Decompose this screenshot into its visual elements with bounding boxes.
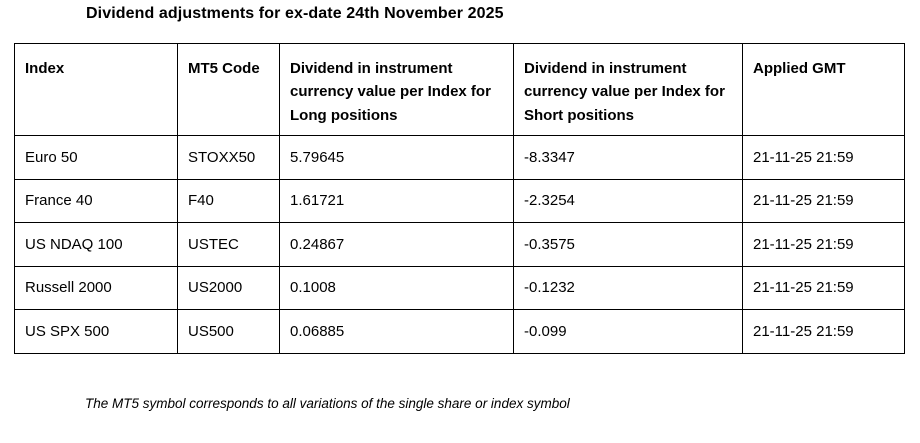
cell-dividend-long: 0.24867: [279, 222, 514, 267]
dividend-adjustments-table: Index MT5 Code Dividend in instrument cu…: [14, 43, 905, 354]
cell-applied-gmt: 21-11-25 21:59: [742, 265, 905, 310]
cell-index: US NDAQ 100: [14, 222, 178, 267]
cell-dividend-long: 1.61721: [279, 178, 514, 223]
cell-dividend-short: -0.3575: [513, 222, 743, 267]
header-cell-dividend-short: Dividend in instrument currency value pe…: [513, 43, 743, 136]
cell-dividend-short: -0.099: [513, 309, 743, 354]
header-cell-index: Index: [14, 43, 178, 136]
cell-dividend-long: 0.06885: [279, 309, 514, 354]
cell-index: France 40: [14, 178, 178, 223]
cell-applied-gmt: 21-11-25 21:59: [742, 135, 905, 180]
cell-mt5-code: F40: [177, 178, 280, 223]
cell-dividend-short: -8.3347: [513, 135, 743, 180]
cell-mt5-code: US500: [177, 309, 280, 354]
table-row: US NDAQ 100 USTEC 0.24867 -0.3575 21-11-…: [14, 222, 905, 267]
cell-applied-gmt: 21-11-25 21:59: [742, 309, 905, 354]
cell-index: Euro 50: [14, 135, 178, 180]
table-row: US SPX 500 US500 0.06885 -0.099 21-11-25…: [14, 309, 905, 354]
cell-dividend-long: 0.1008: [279, 265, 514, 310]
header-cell-applied-gmt: Applied GMT: [742, 43, 905, 136]
cell-mt5-code: STOXX50: [177, 135, 280, 180]
header-cell-mt5-code: MT5 Code: [177, 43, 280, 136]
table-row: Euro 50 STOXX50 5.79645 -8.3347 21-11-25…: [14, 135, 905, 180]
header-cell-dividend-long: Dividend in instrument currency value pe…: [279, 43, 514, 136]
cell-dividend-long: 5.79645: [279, 135, 514, 180]
cell-dividend-short: -0.1232: [513, 265, 743, 310]
table-row: Russell 2000 US2000 0.1008 -0.1232 21-11…: [14, 265, 905, 310]
cell-mt5-code: US2000: [177, 265, 280, 310]
cell-index: Russell 2000: [14, 265, 178, 310]
cell-dividend-short: -2.3254: [513, 178, 743, 223]
cell-applied-gmt: 21-11-25 21:59: [742, 178, 905, 223]
table-header-row: Index MT5 Code Dividend in instrument cu…: [14, 43, 905, 136]
footnote: The MT5 symbol corresponds to all variat…: [85, 396, 570, 411]
cell-index: US SPX 500: [14, 309, 178, 354]
page-title: Dividend adjustments for ex-date 24th No…: [86, 5, 504, 22]
cell-applied-gmt: 21-11-25 21:59: [742, 222, 905, 267]
cell-mt5-code: USTEC: [177, 222, 280, 267]
table-row: France 40 F40 1.61721 -2.3254 21-11-25 2…: [14, 178, 905, 223]
